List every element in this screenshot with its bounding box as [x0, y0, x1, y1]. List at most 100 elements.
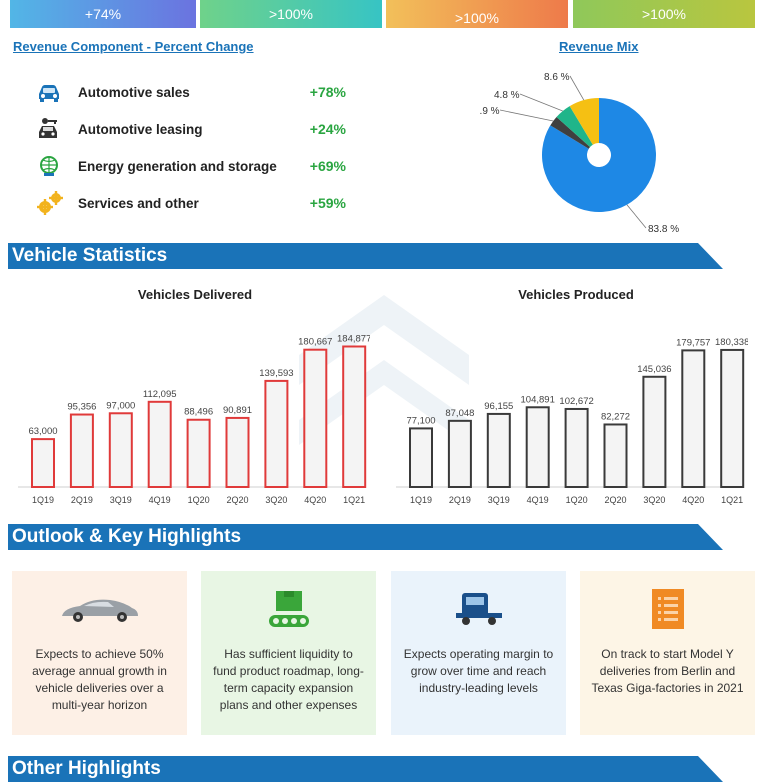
x-tick-label: 3Q19	[110, 495, 132, 505]
pie-leader-line	[626, 204, 647, 229]
bar	[225, 416, 250, 488]
bar-value-label: 145,036	[637, 364, 671, 375]
component-label: Services and other	[78, 195, 199, 211]
component-label: Automotive leasing	[78, 121, 203, 137]
bar	[720, 348, 745, 489]
bar	[31, 438, 55, 488]
pie-slice	[569, 98, 599, 145]
section-title: Outlook & Key Highlights	[12, 526, 242, 547]
watermark-logo-icon	[299, 295, 469, 445]
bar	[264, 379, 289, 488]
vehicles-delivered-title: Vehicles Delivered	[137, 287, 253, 302]
bar-value-label: 96,155	[484, 401, 513, 412]
bar-value-label: 112,095	[143, 389, 177, 400]
bar-value-label: 87,048	[445, 408, 474, 419]
truck-icon	[391, 587, 566, 631]
section-banner-other: Other Highlights	[8, 756, 723, 782]
kpi-value: >100%	[269, 6, 313, 22]
component-row-automotive-sales: Automotive sales +78%	[36, 79, 346, 105]
bar	[486, 412, 511, 488]
section-banner-outlook: Outlook & Key Highlights	[8, 524, 723, 550]
component-label: Energy generation and storage	[78, 158, 277, 174]
bar-value-label: 139,593	[259, 368, 293, 379]
pie-label: 2.9 %	[480, 106, 500, 117]
component-label: Automotive sales	[78, 84, 190, 100]
pie-leader-line	[519, 93, 563, 112]
x-tick-label: 4Q20	[304, 495, 326, 505]
bar-value-label: 90,891	[223, 405, 252, 416]
component-value: +69%	[309, 158, 346, 174]
car-icon	[12, 587, 187, 631]
component-value: +78%	[309, 84, 346, 100]
x-tick-label: 1Q21	[343, 495, 365, 505]
x-tick-label: 2Q20	[226, 495, 248, 505]
bar-value-label: 97,000	[106, 400, 135, 411]
bar-value-label: 102,672	[559, 396, 593, 407]
bar-value-label: 95,356	[67, 402, 96, 413]
x-tick-label: 2Q19	[449, 495, 471, 505]
bar-value-label: 180,667	[298, 337, 332, 348]
car-icon	[36, 79, 66, 105]
bar	[447, 419, 472, 488]
component-row-energy: Energy generation and storage +69%	[36, 153, 346, 179]
x-tick-label: 4Q19	[149, 495, 171, 505]
x-tick-label: 1Q20	[188, 495, 210, 505]
bar-value-label: 88,496	[184, 407, 213, 418]
vehicles-delivered-chart: 63,000 1Q19 95,356 2Q19 97,000 3Q19 112,095 4Q1…	[18, 333, 370, 505]
kpi-tile: >100%	[200, 0, 382, 28]
bar	[303, 348, 328, 488]
card-text: On track to start Model Y deliveries fro…	[591, 647, 744, 695]
bar	[525, 406, 550, 488]
bar-value-label: 77,100	[406, 415, 435, 426]
bar	[342, 345, 367, 488]
highlight-card: Has sufficient liquidity to fund product…	[201, 571, 376, 735]
card-text: Expects to achieve 50% average annual gr…	[32, 647, 167, 712]
bar	[564, 407, 589, 488]
x-tick-label: 4Q19	[527, 495, 549, 505]
conveyor-icon	[201, 587, 376, 631]
bar	[409, 427, 433, 489]
x-tick-label: 2Q20	[604, 495, 626, 505]
section-title: Other Highlights	[12, 758, 161, 779]
pie-slice	[550, 117, 591, 149]
card-text: Has sufficient liquidity to fund product…	[213, 647, 364, 712]
x-tick-label: 3Q19	[488, 495, 510, 505]
kpi-value: >100%	[455, 10, 499, 26]
component-row-services: Services and other +59%	[36, 190, 346, 216]
x-tick-label: 1Q20	[566, 495, 588, 505]
globe-energy-icon	[36, 153, 66, 179]
x-tick-label: 2Q19	[71, 495, 93, 505]
vehicles-produced-title: Vehicles Produced	[518, 287, 634, 302]
bar-value-label: 82,272	[601, 411, 630, 422]
pie-label: 83.8 %	[648, 224, 679, 235]
car-key-icon	[36, 116, 66, 142]
kpi-tile: >100%	[386, 0, 568, 28]
revenue-component-title[interactable]: Revenue Component - Percent Change	[13, 39, 254, 54]
revenue-mix-chart: 83.8 % 2.9 % 4.8 % 8.6 %	[480, 72, 679, 235]
highlight-card: Expects to achieve 50% average annual gr…	[12, 571, 187, 735]
pie-slice	[556, 106, 593, 148]
pie-label: 8.6 %	[544, 72, 570, 83]
component-value: +24%	[309, 121, 346, 137]
bar	[147, 400, 172, 488]
section-title: Vehicle Statistics	[12, 245, 168, 266]
kpi-value: +74%	[84, 6, 122, 22]
pie-label: 4.8 %	[494, 90, 520, 101]
bar	[681, 349, 706, 489]
kpi-value: >100%	[642, 6, 686, 22]
bar	[186, 418, 211, 488]
component-value: +59%	[309, 195, 346, 211]
bar-value-label: 179,757	[676, 337, 710, 348]
x-tick-label: 4Q20	[682, 495, 704, 505]
revenue-mix-title[interactable]: Revenue Mix	[559, 39, 639, 54]
x-tick-label: 1Q19	[410, 495, 432, 505]
kpi-tile: +74%	[10, 0, 196, 28]
x-tick-label: 3Q20	[643, 495, 665, 505]
bar	[108, 412, 133, 488]
gears-icon	[36, 190, 66, 216]
vehicles-produced-chart: 77,100 1Q19 87,048 2Q19 96,155 3Q19 104,891 4Q1…	[396, 337, 748, 505]
bar	[603, 423, 628, 488]
bar-value-label: 104,891	[521, 394, 555, 405]
bar-value-label: 184,877	[337, 333, 370, 344]
bar	[69, 413, 94, 488]
